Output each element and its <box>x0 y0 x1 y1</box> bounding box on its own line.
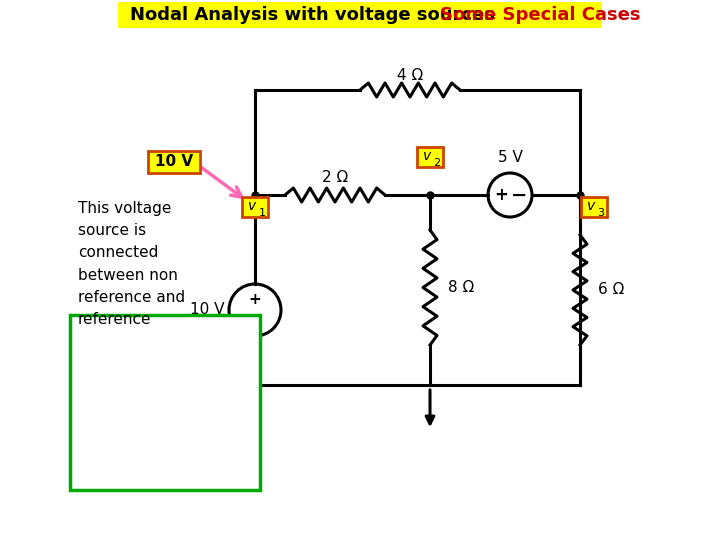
Text: +: + <box>494 186 508 204</box>
Text: 3: 3 <box>598 208 605 218</box>
Text: 4 Ω: 4 Ω <box>397 69 423 84</box>
Text: 6 Ω: 6 Ω <box>598 282 624 298</box>
Text: Nodal Analysis with voltage sources: Nodal Analysis with voltage sources <box>130 6 501 24</box>
Text: 1: 1 <box>258 208 266 218</box>
FancyBboxPatch shape <box>581 197 607 217</box>
Text: v: v <box>587 199 595 213</box>
Text: v: v <box>423 149 431 163</box>
Text: This voltage
source is
connected
between non
reference and
reference: This voltage source is connected between… <box>78 201 185 327</box>
Bar <box>118 2 602 28</box>
FancyBboxPatch shape <box>148 151 200 173</box>
Text: 5 V: 5 V <box>498 150 523 165</box>
Text: −: − <box>510 186 527 205</box>
Text: 2 Ω: 2 Ω <box>322 171 348 186</box>
Text: 10 V: 10 V <box>155 154 193 170</box>
FancyBboxPatch shape <box>242 197 268 217</box>
Text: +: + <box>248 293 261 307</box>
Text: 2: 2 <box>433 158 441 168</box>
Text: v: v <box>248 199 256 213</box>
Text: 10 V: 10 V <box>190 302 224 318</box>
Text: Some Special Cases: Some Special Cases <box>440 6 641 24</box>
FancyBboxPatch shape <box>417 147 443 167</box>
Text: 8 Ω: 8 Ω <box>448 280 474 295</box>
Text: −: − <box>248 312 263 330</box>
FancyBboxPatch shape <box>70 315 260 490</box>
